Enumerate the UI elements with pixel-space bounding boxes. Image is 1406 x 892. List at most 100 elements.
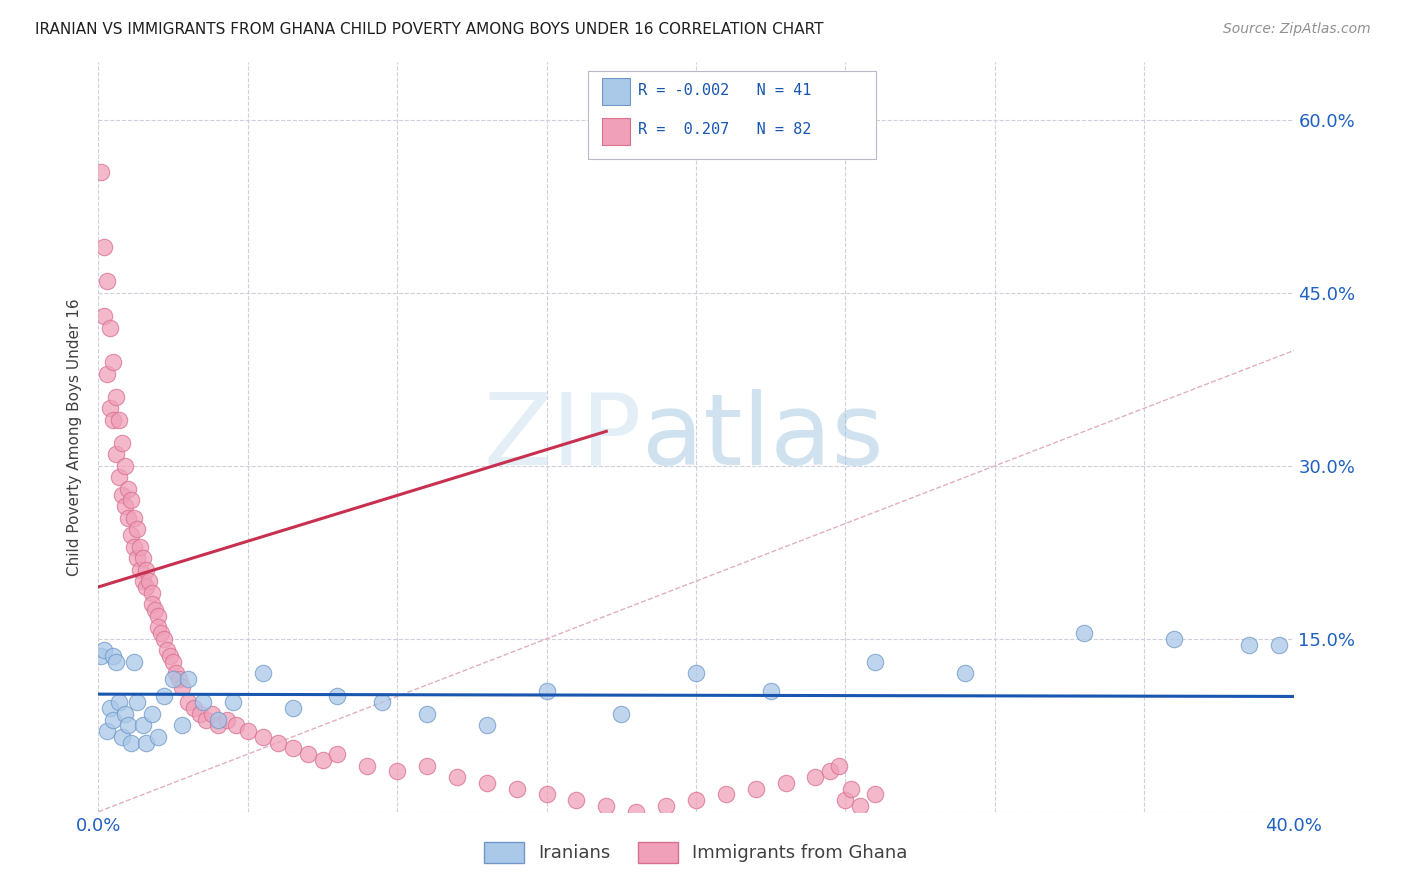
- Point: [165, 666, 187, 681]
- Point: [150, 626, 173, 640]
- Point: [834, 793, 856, 807]
- Point: [105, 390, 128, 404]
- Point: [565, 793, 588, 807]
- Point: [326, 747, 349, 761]
- Point: [177, 672, 200, 686]
- Point: [114, 706, 136, 721]
- Point: [108, 470, 131, 484]
- Point: [117, 510, 139, 524]
- Point: [156, 643, 179, 657]
- Point: [105, 655, 128, 669]
- Point: [820, 764, 842, 779]
- Point: [127, 695, 149, 709]
- Point: [595, 799, 617, 814]
- Point: [828, 758, 851, 772]
- Point: [371, 695, 394, 709]
- Point: [120, 493, 142, 508]
- Point: [98, 701, 122, 715]
- Point: [129, 540, 152, 554]
- Point: [105, 447, 128, 461]
- Point: [132, 718, 155, 732]
- Point: [167, 672, 190, 686]
- Text: R = -0.002   N = 41: R = -0.002 N = 41: [638, 84, 811, 98]
- Point: [111, 435, 134, 450]
- Point: [610, 706, 633, 721]
- Point: [865, 655, 887, 669]
- Text: ZIP: ZIP: [484, 389, 643, 485]
- Point: [475, 718, 498, 732]
- Point: [745, 781, 768, 796]
- Point: [188, 706, 211, 721]
- Point: [138, 574, 160, 589]
- Point: [141, 585, 163, 599]
- Point: [103, 413, 125, 427]
- Text: IRANIAN VS IMMIGRANTS FROM GHANA CHILD POVERTY AMONG BOYS UNDER 16 CORRELATION C: IRANIAN VS IMMIGRANTS FROM GHANA CHILD P…: [35, 22, 824, 37]
- Point: [252, 730, 274, 744]
- Point: [475, 776, 498, 790]
- Point: [120, 528, 142, 542]
- Point: [311, 753, 333, 767]
- Point: [90, 649, 112, 664]
- Point: [177, 695, 200, 709]
- Point: [108, 695, 131, 709]
- Point: [103, 713, 125, 727]
- Point: [536, 788, 558, 802]
- Point: [141, 706, 163, 721]
- Point: [127, 551, 149, 566]
- Point: [685, 793, 707, 807]
- Point: [195, 713, 218, 727]
- Point: [93, 240, 115, 254]
- Point: [93, 309, 115, 323]
- Point: [225, 718, 247, 732]
- Point: [132, 574, 155, 589]
- Point: [685, 666, 707, 681]
- Point: [356, 758, 378, 772]
- Point: [506, 781, 529, 796]
- Point: [96, 367, 118, 381]
- Point: [841, 781, 863, 796]
- Point: [153, 632, 176, 646]
- Point: [96, 724, 118, 739]
- Point: [143, 603, 166, 617]
- Point: [865, 788, 887, 802]
- Point: [124, 655, 146, 669]
- Point: [127, 522, 149, 536]
- Point: [172, 718, 194, 732]
- Point: [96, 275, 118, 289]
- Point: [759, 683, 782, 698]
- Point: [416, 758, 439, 772]
- Point: [207, 718, 229, 732]
- Point: [98, 320, 122, 334]
- Point: [236, 724, 259, 739]
- Point: [281, 741, 304, 756]
- Point: [1267, 638, 1289, 652]
- Point: [267, 735, 290, 749]
- Point: [1163, 632, 1185, 646]
- Point: [153, 690, 176, 704]
- Point: [215, 713, 238, 727]
- Point: [162, 655, 184, 669]
- Point: [655, 799, 678, 814]
- Point: [281, 701, 304, 715]
- Point: [849, 799, 872, 814]
- Point: [117, 718, 139, 732]
- Point: [775, 776, 797, 790]
- Point: [172, 680, 194, 694]
- Point: [714, 788, 737, 802]
- Point: [536, 683, 558, 698]
- Point: [120, 735, 142, 749]
- Point: [183, 701, 205, 715]
- Legend: Iranians, Immigrants from Ghana: Iranians, Immigrants from Ghana: [477, 835, 915, 870]
- Point: [297, 747, 319, 761]
- Point: [129, 563, 152, 577]
- Point: [385, 764, 409, 779]
- Point: [159, 649, 181, 664]
- Point: [626, 805, 648, 819]
- Point: [1237, 638, 1260, 652]
- Point: [135, 580, 157, 594]
- Point: [135, 563, 157, 577]
- Point: [148, 608, 170, 623]
- Point: [124, 510, 146, 524]
- Point: [111, 730, 134, 744]
- Point: [252, 666, 274, 681]
